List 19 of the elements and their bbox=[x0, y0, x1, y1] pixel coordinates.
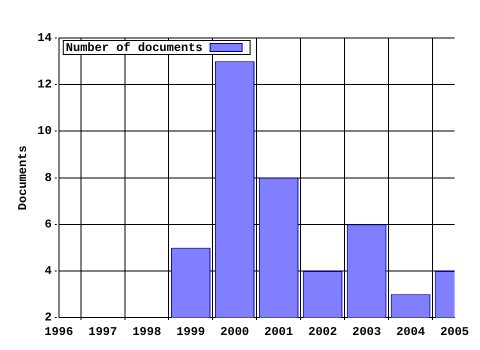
y-tick-label: 8 bbox=[44, 170, 52, 185]
x-tick-label: 2003 bbox=[352, 324, 382, 339]
y-tick-label: 4 bbox=[44, 264, 52, 278]
legend-label: Number of documents bbox=[66, 41, 203, 56]
x-tick-label: 2005 bbox=[440, 324, 470, 339]
x-tick-label: 2000 bbox=[220, 324, 250, 339]
x-tick-label: 1999 bbox=[176, 324, 206, 339]
x-tick-label: 1996 bbox=[44, 324, 74, 339]
y-tick-label: 10 bbox=[37, 124, 52, 138]
x-tick-label: 1997 bbox=[88, 324, 118, 339]
y-tick-label: 12 bbox=[37, 78, 52, 92]
x-tick-label: 2004 bbox=[396, 324, 426, 339]
y-tick-label: 6 bbox=[44, 217, 52, 232]
x-tick-label: 2001 bbox=[264, 324, 294, 339]
y-axis-title: Documents bbox=[16, 145, 30, 210]
x-tick-label: 1998 bbox=[132, 324, 162, 339]
x-tick-label: 2002 bbox=[308, 324, 338, 339]
y-tick-label: 14 bbox=[37, 31, 52, 46]
y-tick-label: 2 bbox=[44, 310, 52, 325]
